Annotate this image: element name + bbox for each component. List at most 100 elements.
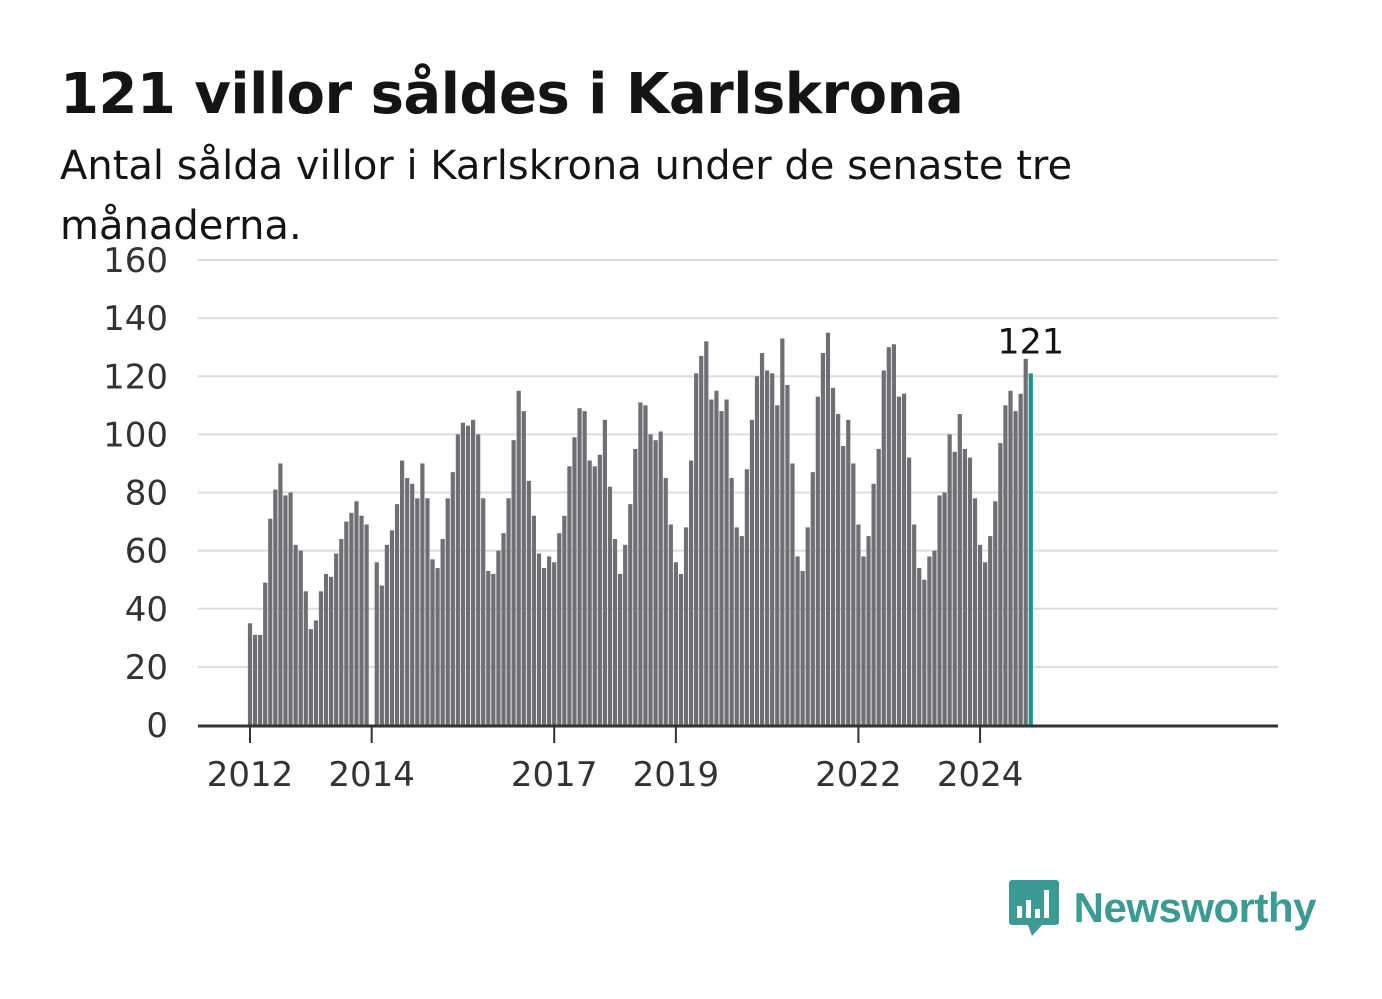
bar [247, 623, 253, 725]
x-tick-label: 2012 [207, 755, 294, 795]
bar [983, 562, 988, 725]
bar [496, 550, 501, 726]
bar [876, 448, 881, 725]
bar [957, 414, 962, 725]
bar [313, 620, 319, 726]
bar [653, 440, 658, 725]
bar [917, 568, 922, 725]
bar [607, 486, 613, 725]
bar [891, 344, 896, 725]
chart-title: 121 villor såldes i Karlskrona [60, 62, 964, 127]
bar [597, 454, 602, 725]
bar [628, 504, 633, 726]
y-tick-label: 140 [103, 299, 168, 339]
y-tick-label: 120 [103, 357, 168, 397]
bar [643, 405, 648, 725]
bar [623, 544, 628, 725]
bar [724, 399, 729, 725]
bar [562, 515, 567, 725]
bar [754, 376, 760, 725]
bar [618, 573, 623, 726]
bar [425, 498, 430, 725]
bar [329, 576, 334, 725]
bar [602, 419, 607, 725]
bar [947, 434, 952, 726]
y-tick-label: 80 [125, 474, 168, 514]
bar [1023, 358, 1028, 725]
bar [851, 463, 856, 725]
bar [278, 463, 283, 725]
bar [744, 469, 749, 725]
bar [658, 431, 663, 725]
bar [683, 527, 689, 726]
bar [937, 495, 942, 725]
bar [318, 591, 324, 725]
bar [846, 419, 851, 725]
y-tick-label: 100 [103, 415, 168, 455]
bar [972, 498, 978, 725]
bar [445, 498, 450, 725]
bar [587, 460, 592, 725]
brand-name: Newsworthy [1073, 884, 1317, 931]
bar [952, 451, 957, 725]
bar [805, 527, 810, 726]
bar [734, 527, 739, 726]
bar [988, 536, 993, 725]
bar [344, 521, 349, 725]
bar [450, 472, 455, 725]
bar [830, 387, 836, 726]
bar [765, 370, 770, 725]
bar [506, 498, 511, 725]
x-tick-label: 2024 [937, 755, 1024, 795]
bar [663, 477, 668, 725]
bar [825, 332, 831, 725]
bar [638, 402, 643, 725]
bar [967, 457, 973, 726]
bar [678, 573, 684, 726]
bar [531, 515, 537, 725]
bar [739, 536, 744, 725]
bar [881, 370, 886, 725]
bar [866, 536, 871, 725]
y-tick-label: 160 [103, 241, 168, 281]
bar [516, 390, 521, 725]
bar [856, 524, 861, 725]
bar [719, 411, 724, 726]
bar [582, 411, 587, 726]
bar [836, 414, 841, 725]
bar [394, 504, 400, 726]
bar [293, 544, 298, 725]
bar [942, 492, 947, 725]
bar [790, 463, 795, 725]
bar [486, 570, 491, 725]
bar [263, 582, 268, 725]
bar [770, 373, 775, 725]
bar [547, 556, 552, 725]
bar [415, 498, 420, 725]
y-axis: 0 20 40 60 80 100 120 140 160 [103, 241, 168, 746]
bar [283, 495, 288, 725]
y-tick-label: 0 [146, 706, 168, 746]
bar [268, 518, 273, 725]
bar [780, 338, 785, 725]
bar [435, 568, 440, 725]
y-tick-label: 20 [125, 648, 168, 688]
bar [1003, 405, 1008, 725]
bar [552, 562, 557, 725]
bar-series [247, 332, 1033, 726]
bar [749, 419, 755, 725]
x-tick-label: 2017 [511, 755, 598, 795]
bar [440, 539, 445, 725]
x-tick-label: 2019 [633, 755, 720, 795]
bar [273, 489, 278, 725]
bar [633, 448, 638, 725]
bar [339, 539, 344, 725]
bar [455, 434, 460, 726]
bar [389, 530, 395, 725]
bar [861, 556, 866, 725]
bar [354, 501, 359, 725]
chart-subtitle: Antal sålda villor i Karlskrona under de… [60, 143, 1073, 249]
bar [810, 472, 815, 725]
bar [308, 629, 313, 725]
bar [871, 483, 876, 725]
